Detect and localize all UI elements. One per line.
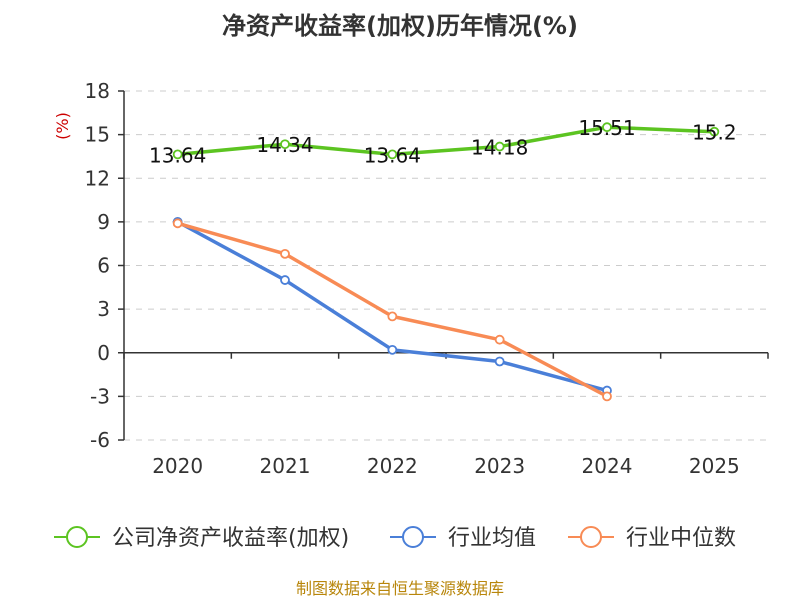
y-axis-unit: (%) (53, 112, 72, 140)
y-tick-label: 3 (97, 297, 110, 321)
data-label: 14.34 (256, 133, 313, 157)
data-point[interactable] (280, 275, 290, 285)
data-point[interactable] (709, 126, 720, 137)
y-tick-label: -6 (90, 428, 110, 452)
data-label: 13.64 (364, 143, 421, 167)
series-line-0 (177, 125, 715, 157)
x-tick-label: 2023 (474, 454, 525, 478)
legend-marker[interactable] (580, 526, 602, 548)
legend-marker[interactable] (66, 526, 88, 548)
legend-label[interactable]: 公司净资产收益率(加权) (112, 526, 349, 551)
series-line-1 (176, 220, 608, 393)
grid-lines (124, 90, 768, 441)
data-point[interactable] (172, 149, 183, 160)
y-tick-label: 15 (85, 123, 110, 147)
data-point[interactable] (602, 122, 612, 133)
x-tick-label: 2020 (152, 454, 203, 478)
axes: 18 15 12 9 6 3 0 -3 -6 2020 2021 2022 2023 2024 2025 (85, 79, 769, 478)
y-tick-label: 18 (85, 79, 110, 103)
data-label: 13.64 (149, 143, 206, 167)
data-point[interactable] (280, 139, 290, 150)
legend-marker[interactable] (402, 526, 424, 548)
legend[interactable]: 公司净资产收益率(加权) 行业均值 行业中位数 (54, 526, 736, 551)
data-label: 15.51 (578, 116, 635, 140)
source-note: 制图数据来自恒生聚源数据库 (296, 579, 504, 598)
data-point[interactable] (387, 149, 398, 160)
x-tick-label: 2021 (260, 454, 311, 478)
y-tick-label: -3 (90, 384, 110, 408)
chart-title: 净资产收益率(加权)历年情况(%) (222, 12, 578, 40)
legend-label[interactable]: 行业中位数 (626, 526, 736, 551)
y-tick-label: 6 (97, 254, 110, 278)
series-line-2 (177, 221, 608, 398)
y-tick-label: 12 (85, 166, 110, 190)
data-point[interactable] (494, 334, 505, 345)
data-point[interactable] (494, 356, 505, 367)
data-point[interactable] (494, 141, 505, 152)
data-point[interactable] (602, 391, 612, 402)
data-point[interactable] (387, 344, 398, 355)
x-tick-label: 2024 (582, 454, 633, 478)
y-tick-label: 0 (97, 341, 110, 365)
data-point[interactable] (172, 218, 183, 229)
x-tick-label: 2022 (367, 454, 418, 478)
data-point[interactable] (387, 311, 398, 322)
series-lines (172, 122, 720, 402)
data-label: 15.2 (692, 121, 737, 145)
data-point[interactable] (280, 248, 290, 259)
data-labels: 13.64 14.34 13.64 14.18 15.51 15.2 (149, 116, 737, 167)
y-tick-label: 9 (97, 210, 110, 234)
x-tick-label: 2025 (689, 454, 740, 478)
data-label: 14.18 (471, 136, 528, 160)
legend-label[interactable]: 行业均值 (448, 526, 536, 551)
